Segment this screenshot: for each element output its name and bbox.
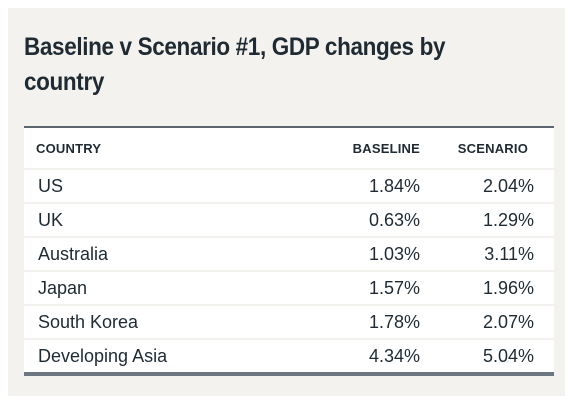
baseline-cell: 4.34% xyxy=(298,338,420,376)
table-row: Developing Asia 4.34% 5.04% xyxy=(24,338,554,376)
country-cell: Australia xyxy=(24,236,298,271)
country-cell: Developing Asia xyxy=(24,338,298,376)
scenario-cell: 1.96% xyxy=(420,270,554,305)
column-header-baseline: BASELINE xyxy=(298,126,420,169)
column-header-scenario: SCENARIO xyxy=(420,126,554,169)
baseline-cell: 1.03% xyxy=(298,236,420,271)
baseline-cell: 1.57% xyxy=(298,270,420,305)
table-row: South Korea 1.78% 2.07% xyxy=(24,304,554,339)
table-row: Australia 1.03% 3.11% xyxy=(24,236,554,271)
scenario-cell: 2.04% xyxy=(420,168,554,203)
scenario-cell: 1.29% xyxy=(420,202,554,237)
country-cell: US xyxy=(24,168,298,203)
data-table-wrapper: COUNTRY BASELINE SCENARIO US 1.84% 2.04%… xyxy=(24,126,554,376)
baseline-cell: 1.84% xyxy=(298,168,420,203)
chart-title: Baseline v Scenario #1, GDP changes by c… xyxy=(24,33,446,96)
baseline-cell: 0.63% xyxy=(298,202,420,237)
scenario-cell: 3.11% xyxy=(420,236,554,271)
country-cell: Japan xyxy=(24,270,298,305)
scenario-cell: 2.07% xyxy=(420,304,554,339)
table-header-row: COUNTRY BASELINE SCENARIO xyxy=(24,126,554,169)
table-row: UK 0.63% 1.29% xyxy=(24,202,554,237)
chart-card: Baseline v Scenario #1, GDP changes by c… xyxy=(8,8,565,396)
country-cell: UK xyxy=(24,202,298,237)
table-row: Japan 1.57% 1.96% xyxy=(24,270,554,305)
country-cell: South Korea xyxy=(24,304,298,339)
baseline-cell: 1.78% xyxy=(298,304,420,339)
scenario-cell: 5.04% xyxy=(420,338,554,376)
table-row: US 1.84% 2.04% xyxy=(24,168,554,203)
gdp-table: COUNTRY BASELINE SCENARIO US 1.84% 2.04%… xyxy=(24,126,554,376)
column-header-country: COUNTRY xyxy=(24,126,298,169)
